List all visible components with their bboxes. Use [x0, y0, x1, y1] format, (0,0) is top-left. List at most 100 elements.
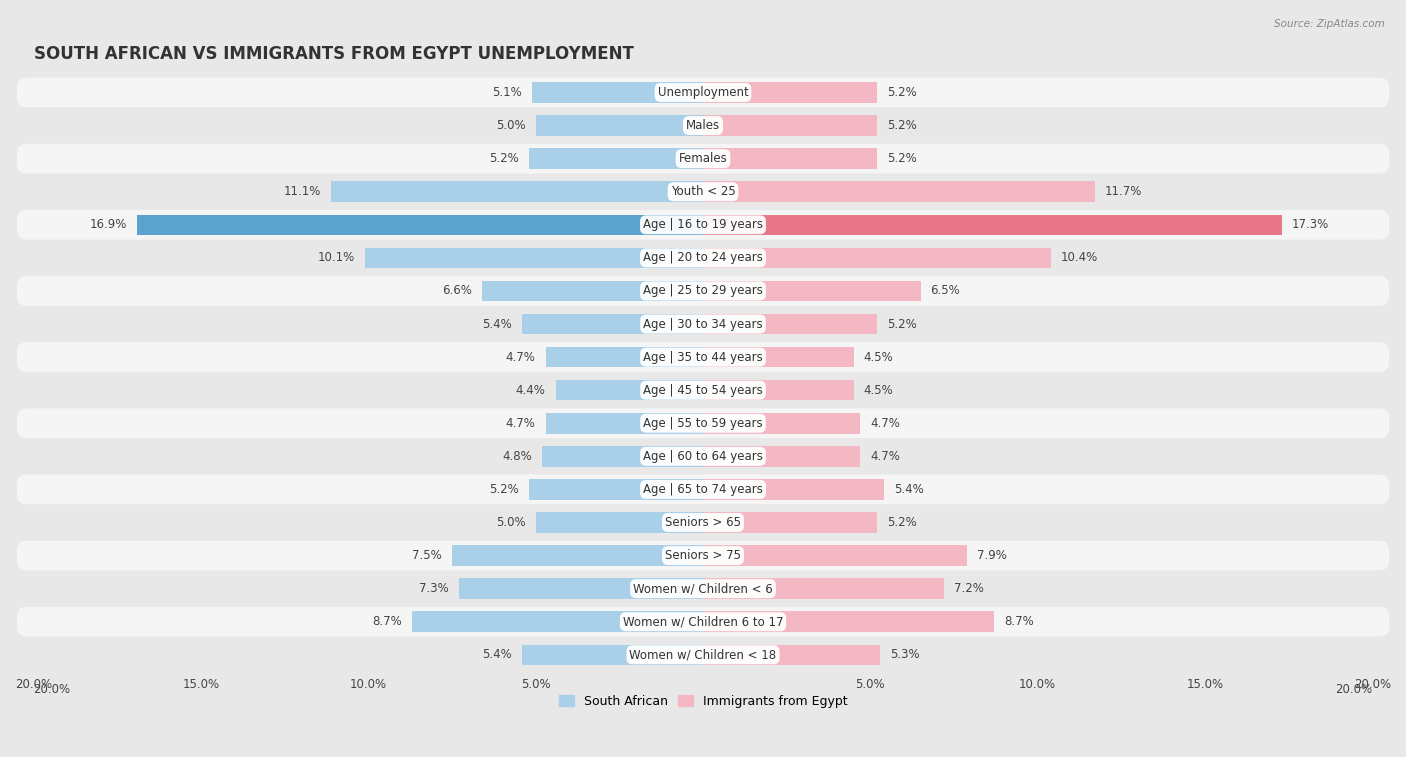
Legend: South African, Immigrants from Egypt: South African, Immigrants from Egypt [554, 690, 852, 713]
Text: Age | 55 to 59 years: Age | 55 to 59 years [643, 417, 763, 430]
Bar [546, 413, 703, 434]
Bar [703, 380, 853, 400]
Text: 6.5%: 6.5% [931, 285, 960, 298]
Text: Age | 25 to 29 years: Age | 25 to 29 years [643, 285, 763, 298]
Bar [703, 248, 1052, 268]
Bar [522, 313, 703, 335]
Text: Age | 60 to 64 years: Age | 60 to 64 years [643, 450, 763, 463]
FancyBboxPatch shape [17, 574, 1389, 603]
FancyBboxPatch shape [17, 111, 1389, 141]
Bar [703, 578, 943, 599]
Bar [536, 512, 703, 533]
Text: 5.2%: 5.2% [887, 317, 917, 331]
Text: Youth < 25: Youth < 25 [671, 185, 735, 198]
Text: 10.1%: 10.1% [318, 251, 354, 264]
FancyBboxPatch shape [17, 540, 1389, 571]
Bar [703, 512, 877, 533]
Text: 16.9%: 16.9% [90, 218, 128, 232]
Bar [458, 578, 703, 599]
Text: 4.5%: 4.5% [863, 384, 893, 397]
Text: 5.2%: 5.2% [887, 119, 917, 132]
Text: 4.8%: 4.8% [502, 450, 533, 463]
Text: Women w/ Children < 6: Women w/ Children < 6 [633, 582, 773, 595]
Bar [703, 347, 853, 367]
Bar [546, 347, 703, 367]
Bar [703, 479, 884, 500]
Text: 4.4%: 4.4% [516, 384, 546, 397]
Bar [703, 182, 1095, 202]
Bar [703, 413, 860, 434]
Text: 11.1%: 11.1% [284, 185, 322, 198]
Text: 5.2%: 5.2% [489, 483, 519, 496]
Text: 4.7%: 4.7% [506, 417, 536, 430]
Text: 8.7%: 8.7% [1004, 615, 1033, 628]
Text: 20.0%: 20.0% [34, 683, 70, 696]
FancyBboxPatch shape [17, 342, 1389, 372]
Bar [703, 83, 877, 103]
Bar [703, 644, 880, 665]
Text: 7.3%: 7.3% [419, 582, 449, 595]
Bar [522, 644, 703, 665]
Bar [703, 545, 967, 565]
FancyBboxPatch shape [17, 276, 1389, 306]
FancyBboxPatch shape [17, 375, 1389, 405]
FancyBboxPatch shape [17, 475, 1389, 504]
Text: Source: ZipAtlas.com: Source: ZipAtlas.com [1274, 19, 1385, 29]
Text: 6.6%: 6.6% [441, 285, 472, 298]
Text: SOUTH AFRICAN VS IMMIGRANTS FROM EGYPT UNEMPLOYMENT: SOUTH AFRICAN VS IMMIGRANTS FROM EGYPT U… [34, 45, 634, 64]
Bar [482, 281, 703, 301]
Text: Age | 65 to 74 years: Age | 65 to 74 years [643, 483, 763, 496]
Bar [703, 612, 994, 632]
Text: 7.5%: 7.5% [412, 549, 441, 562]
Bar [703, 281, 921, 301]
FancyBboxPatch shape [17, 508, 1389, 537]
Text: Seniors > 65: Seniors > 65 [665, 516, 741, 529]
Bar [138, 214, 703, 235]
Text: 7.2%: 7.2% [955, 582, 984, 595]
Text: 4.7%: 4.7% [506, 350, 536, 363]
Text: Women w/ Children < 18: Women w/ Children < 18 [630, 648, 776, 662]
Text: Age | 20 to 24 years: Age | 20 to 24 years [643, 251, 763, 264]
FancyBboxPatch shape [17, 309, 1389, 339]
FancyBboxPatch shape [17, 408, 1389, 438]
Text: Age | 16 to 19 years: Age | 16 to 19 years [643, 218, 763, 232]
Text: 4.7%: 4.7% [870, 417, 900, 430]
Bar [703, 115, 877, 136]
FancyBboxPatch shape [17, 177, 1389, 207]
Bar [703, 148, 877, 169]
Text: 5.2%: 5.2% [489, 152, 519, 165]
Text: Males: Males [686, 119, 720, 132]
FancyBboxPatch shape [17, 607, 1389, 637]
Text: 5.4%: 5.4% [894, 483, 924, 496]
Bar [703, 214, 1282, 235]
FancyBboxPatch shape [17, 78, 1389, 107]
Bar [536, 115, 703, 136]
Text: 8.7%: 8.7% [373, 615, 402, 628]
Text: 7.9%: 7.9% [977, 549, 1007, 562]
FancyBboxPatch shape [17, 441, 1389, 471]
Text: Age | 45 to 54 years: Age | 45 to 54 years [643, 384, 763, 397]
Text: 5.0%: 5.0% [496, 516, 526, 529]
Bar [451, 545, 703, 565]
Text: 5.0%: 5.0% [496, 119, 526, 132]
Text: Seniors > 75: Seniors > 75 [665, 549, 741, 562]
Bar [703, 446, 860, 466]
Text: 5.4%: 5.4% [482, 648, 512, 662]
Text: 4.5%: 4.5% [863, 350, 893, 363]
Text: 5.2%: 5.2% [887, 152, 917, 165]
FancyBboxPatch shape [17, 210, 1389, 240]
Text: 10.4%: 10.4% [1062, 251, 1098, 264]
Text: 4.7%: 4.7% [870, 450, 900, 463]
Text: 5.3%: 5.3% [890, 648, 920, 662]
Bar [529, 148, 703, 169]
Bar [412, 612, 703, 632]
Bar [555, 380, 703, 400]
Text: 11.7%: 11.7% [1105, 185, 1142, 198]
Bar [533, 83, 703, 103]
FancyBboxPatch shape [17, 640, 1389, 670]
Text: 5.4%: 5.4% [482, 317, 512, 331]
Bar [529, 479, 703, 500]
FancyBboxPatch shape [17, 144, 1389, 173]
Text: Females: Females [679, 152, 727, 165]
Bar [366, 248, 703, 268]
